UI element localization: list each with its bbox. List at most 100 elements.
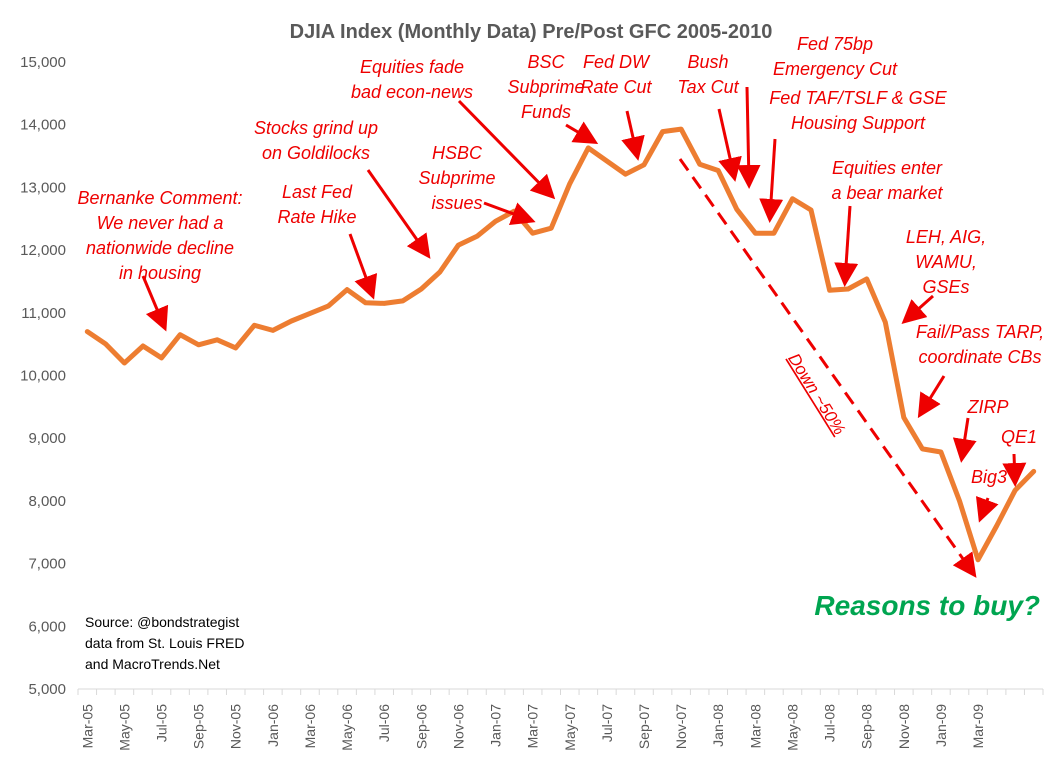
- data-point: [790, 197, 794, 201]
- data-point: [605, 159, 609, 163]
- annotation-label: HSBC: [432, 143, 483, 163]
- x-tick-label: Sep-08: [859, 704, 875, 749]
- data-point: [568, 182, 572, 186]
- data-point: [828, 288, 832, 292]
- x-tick-label: May-08: [784, 704, 800, 751]
- annotation-label: Subprime: [418, 168, 495, 188]
- data-point: [957, 499, 961, 503]
- data-point: [122, 361, 126, 365]
- annotation-label: a bear market: [831, 183, 943, 203]
- annotation-label: WAMU,: [915, 252, 977, 272]
- annotation-label: BSC: [527, 52, 565, 72]
- data-point: [160, 356, 164, 360]
- source-note: and MacroTrends.Net: [85, 656, 220, 672]
- y-tick-label: 15,000: [20, 54, 66, 71]
- x-tick-label: Mar-05: [79, 704, 95, 749]
- annotation-label: Last Fed: [282, 182, 353, 202]
- x-tick-label: May-05: [116, 704, 132, 751]
- annotation-arrow: [457, 99, 556, 200]
- data-point: [271, 328, 275, 332]
- data-point: [716, 168, 720, 172]
- annotation-arrow: [975, 495, 999, 523]
- y-tick-label: 12,000: [20, 242, 66, 259]
- x-tick-label: May-07: [562, 704, 578, 751]
- x-tick-label: Mar-06: [302, 704, 318, 749]
- data-point: [327, 304, 331, 308]
- annotation-label: Emergency Cut: [773, 59, 898, 79]
- data-point: [735, 207, 739, 211]
- data-point: [883, 320, 887, 324]
- annotation-label: Equities fade: [360, 57, 464, 77]
- data-point: [382, 301, 386, 305]
- x-tick-label: Nov-05: [228, 704, 244, 749]
- data-point: [846, 287, 850, 291]
- callout-reasons-to-buy: Reasons to buy?: [814, 590, 1040, 621]
- annotation-arrow: [348, 233, 378, 300]
- y-tick-label: 14,000: [20, 117, 66, 134]
- x-tick-label: Jul-07: [599, 704, 615, 742]
- annotation-arrow: [141, 275, 169, 332]
- annotation-arrow: [759, 138, 784, 223]
- x-tick-label: Jul-05: [154, 704, 170, 742]
- data-point: [623, 172, 627, 176]
- data-point: [920, 447, 924, 451]
- data-point: [234, 346, 238, 350]
- data-point: [345, 288, 349, 292]
- y-tick-label: 11,000: [21, 305, 66, 322]
- data-point: [364, 301, 368, 305]
- annotation-label: Big3: [971, 467, 1007, 487]
- annotation-label: coordinate CBs: [918, 347, 1041, 367]
- data-point: [197, 343, 201, 347]
- data-point: [289, 319, 293, 323]
- series-layer: [84, 126, 1037, 563]
- annotation-label: Rate Cut: [580, 77, 652, 97]
- trend-arrow-dashed: [678, 158, 977, 578]
- annotation-label: Housing Support: [791, 113, 926, 133]
- annotation-arrow: [621, 110, 645, 161]
- x-tick-label: Jul-06: [376, 704, 392, 742]
- data-point: [902, 416, 906, 420]
- data-point: [308, 311, 312, 315]
- data-point: [809, 208, 813, 212]
- data-point: [456, 243, 460, 247]
- source-note: Source: @bondstrategist: [85, 614, 239, 630]
- data-point: [549, 226, 553, 230]
- data-point: [642, 163, 646, 167]
- annotation-label: Bernanke Comment:: [77, 188, 242, 208]
- x-tick-label: Jan-09: [933, 704, 949, 747]
- annotation-arrow: [901, 294, 934, 324]
- annotation-arrow: [565, 121, 599, 145]
- annotation-label: ZIRP: [966, 397, 1008, 417]
- data-point: [252, 323, 256, 327]
- data-point: [215, 338, 219, 342]
- x-tick-label: Mar-07: [525, 704, 541, 749]
- annotation-arrow: [952, 417, 977, 463]
- x-tick-label: Sep-05: [191, 704, 207, 749]
- annotation-label: Stocks grind up: [254, 118, 378, 138]
- x-tick-label: Nov-07: [673, 704, 689, 749]
- data-point: [401, 299, 405, 303]
- data-point: [1013, 488, 1017, 492]
- y-tick-label: 6,000: [28, 618, 66, 635]
- annotation-label: in housing: [119, 263, 201, 283]
- annotation-label: Fed DW: [583, 52, 651, 72]
- x-tick-label: Jan-06: [265, 704, 281, 747]
- x-tick-label: Nov-08: [896, 704, 912, 749]
- trend-label: Down ~50%: [784, 350, 849, 438]
- annotation-label: LEH, AIG,: [906, 227, 986, 247]
- annotation-label: Tax Cut: [677, 77, 739, 97]
- y-tick-label: 5,000: [28, 681, 66, 698]
- data-point: [419, 287, 423, 291]
- data-point: [679, 127, 683, 131]
- annotation-arrow: [483, 201, 536, 226]
- extras-layer: Down ~50% Reasons to buy? Source: @bondstr…: [85, 158, 1040, 672]
- y-tick-label: 8,000: [28, 493, 66, 510]
- x-tick-label: Sep-06: [413, 704, 429, 749]
- data-point: [698, 162, 702, 166]
- annotation-layer: Bernanke Comment: We never had a nationwid…: [77, 34, 1044, 523]
- annotation-label: Bush: [687, 52, 728, 72]
- annotation-label: We never had a: [97, 213, 224, 233]
- data-point: [1032, 469, 1036, 473]
- data-point: [494, 219, 498, 223]
